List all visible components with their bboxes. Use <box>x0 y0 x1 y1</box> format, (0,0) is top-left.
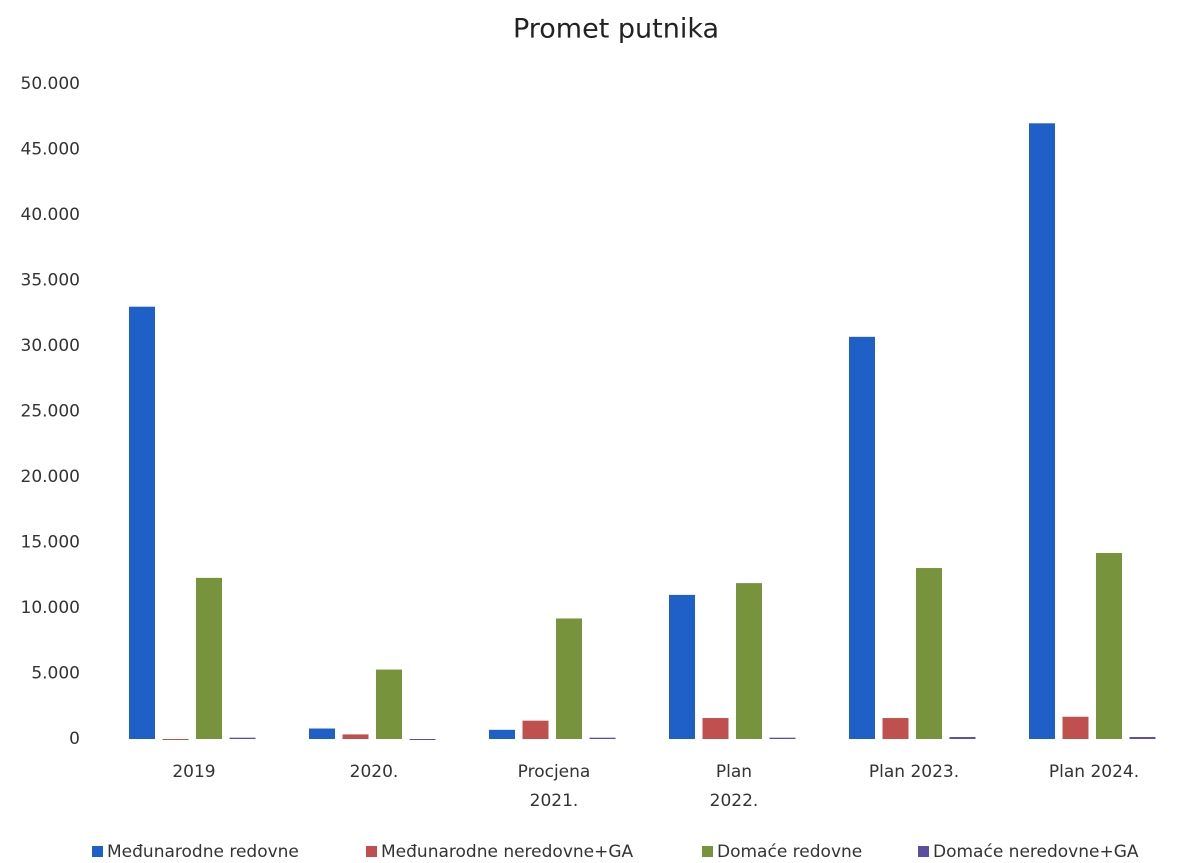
bar <box>882 718 909 739</box>
bar <box>949 737 976 739</box>
bar <box>162 739 189 740</box>
bar <box>669 594 695 739</box>
legend-swatch <box>366 846 377 857</box>
x-tick-label: 2022. <box>710 791 759 811</box>
bar <box>1062 716 1089 739</box>
legend-swatch <box>702 846 713 857</box>
bar <box>309 728 335 739</box>
legend-label: Domaće redovne <box>717 842 862 862</box>
bar <box>589 737 616 739</box>
bar <box>1129 737 1156 739</box>
x-tick-label: Plan <box>716 762 752 782</box>
y-tick-label: 10.000 <box>21 598 80 618</box>
bar <box>409 739 436 740</box>
y-tick-label: 35.000 <box>21 271 80 291</box>
legend-item: Međunarodne redovne <box>92 842 299 862</box>
y-tick-label: 20.000 <box>21 467 80 487</box>
legend-item: Domaće redovne <box>702 842 862 862</box>
y-tick-label: 45.000 <box>21 140 80 160</box>
legend-item: Domaće neredovne+GA <box>918 842 1139 862</box>
y-tick-label: 5.000 <box>31 664 80 684</box>
bar <box>556 618 582 739</box>
bar <box>489 729 515 739</box>
bar <box>196 577 222 739</box>
bar <box>769 737 796 739</box>
x-tick-label: Plan 2024. <box>1049 762 1139 782</box>
y-tick-label: 50.000 <box>21 74 80 94</box>
x-tick-label: 2020. <box>350 762 399 782</box>
x-tick-label: Plan 2023. <box>869 762 959 782</box>
bar <box>736 583 762 739</box>
bar <box>1029 123 1055 740</box>
x-tick-label: 2019 <box>172 762 215 782</box>
x-tick-label: 2021. <box>530 791 579 811</box>
y-tick-label: 15.000 <box>21 533 80 553</box>
y-tick-label: 0 <box>69 729 80 749</box>
bar <box>522 720 549 739</box>
legend-swatch <box>92 846 103 857</box>
bar <box>849 336 875 739</box>
legend-label: Međunarodne redovne <box>107 842 299 862</box>
legend-label: Domaće neredovne+GA <box>933 842 1139 862</box>
x-tick-label: Procjena <box>518 762 591 782</box>
bar <box>129 306 155 739</box>
y-tick-label: 40.000 <box>21 205 80 225</box>
y-tick-label: 25.000 <box>21 402 80 422</box>
chart-title: Promet putnika <box>513 14 719 45</box>
bar <box>376 669 402 739</box>
bar <box>342 734 369 739</box>
bar <box>229 737 256 739</box>
bar <box>916 568 942 739</box>
y-tick-label: 30.000 <box>21 336 80 356</box>
bar <box>1096 552 1122 739</box>
legend-item: Međunarodne neredovne+GA <box>366 842 634 862</box>
bar <box>702 718 729 739</box>
legend-label: Međunarodne neredovne+GA <box>381 842 634 862</box>
legend-swatch <box>918 846 929 857</box>
